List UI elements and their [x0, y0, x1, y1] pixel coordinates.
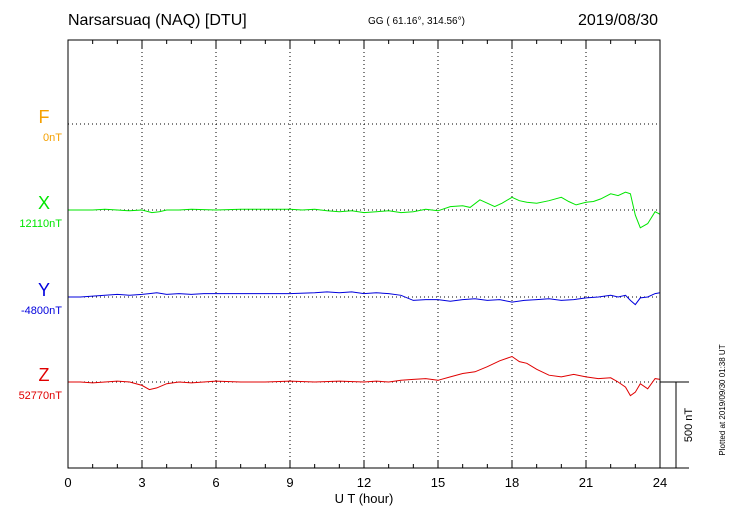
x-axis-ticks: 0 3 6 9 12 15 18 21 24	[64, 40, 667, 490]
series-baseline-y: -4800nT	[21, 305, 62, 317]
series-line-z	[68, 355, 661, 397]
scale-bar-label: 500 nT	[683, 408, 695, 443]
x-axis-label: U T (hour)	[335, 491, 394, 506]
station-title: Narsarsuaq (NAQ) [DTU]	[68, 12, 247, 29]
scale-bar: 500 nT	[660, 381, 695, 469]
series-line-x	[68, 191, 661, 229]
x-tick-label: 6	[212, 475, 219, 490]
baselines	[68, 123, 660, 383]
x-tick-label: 18	[505, 475, 519, 490]
plotted-timestamp: Plotted at 2019/09/30 01:38 UT	[718, 344, 727, 455]
series-labels: F 0nT X 12110nT Y -4800nT Z 52770nT	[19, 107, 63, 402]
x-tick-label: 12	[357, 475, 371, 490]
series-line-y	[68, 291, 661, 306]
series-name-f: F	[39, 107, 50, 127]
series-baseline-f: 0nT	[43, 132, 62, 144]
x-tick-label: 24	[653, 475, 667, 490]
chart-date: 2019/08/30	[578, 12, 659, 29]
x-tick-label: 3	[138, 475, 145, 490]
x-tick-label: 15	[431, 475, 445, 490]
series-baseline-z: 52770nT	[19, 390, 63, 402]
series-lines	[68, 191, 661, 397]
x-tick-label: 0	[64, 475, 71, 490]
series-name-y: Y	[38, 280, 50, 300]
series-name-z: Z	[39, 365, 50, 385]
grid-lines	[141, 40, 587, 468]
series-baseline-x: 12110nT	[19, 218, 62, 230]
x-tick-label: 21	[579, 475, 593, 490]
coordinates-label: GG ( 61.16°, 314.56°)	[368, 16, 465, 27]
series-name-x: X	[38, 193, 50, 213]
x-tick-label: 9	[286, 475, 293, 490]
